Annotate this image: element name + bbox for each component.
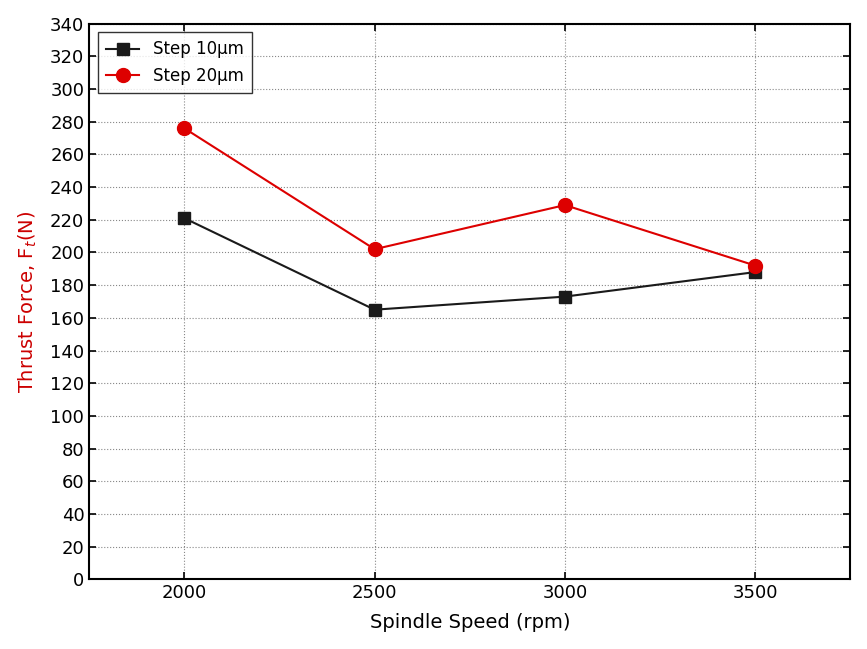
Legend: Step 10μm, Step 20μm: Step 10μm, Step 20μm (97, 32, 251, 93)
Step 10μm (560, 293, 570, 300)
Step 10μm (179, 214, 190, 222)
Line: Step 10μm: Step 10μm (179, 213, 760, 315)
Step 20μm (369, 245, 380, 253)
X-axis label: Spindle Speed (rpm): Spindle Speed (rpm) (369, 613, 570, 632)
Y-axis label: Thrust Force, F$_t$(N): Thrust Force, F$_t$(N) (16, 210, 39, 393)
Step 10μm (369, 306, 380, 313)
Step 20μm (179, 125, 190, 132)
Step 20μm (750, 262, 760, 269)
Line: Step 20μm: Step 20μm (178, 121, 762, 273)
Step 10μm (750, 268, 760, 276)
Step 20μm (560, 201, 570, 209)
